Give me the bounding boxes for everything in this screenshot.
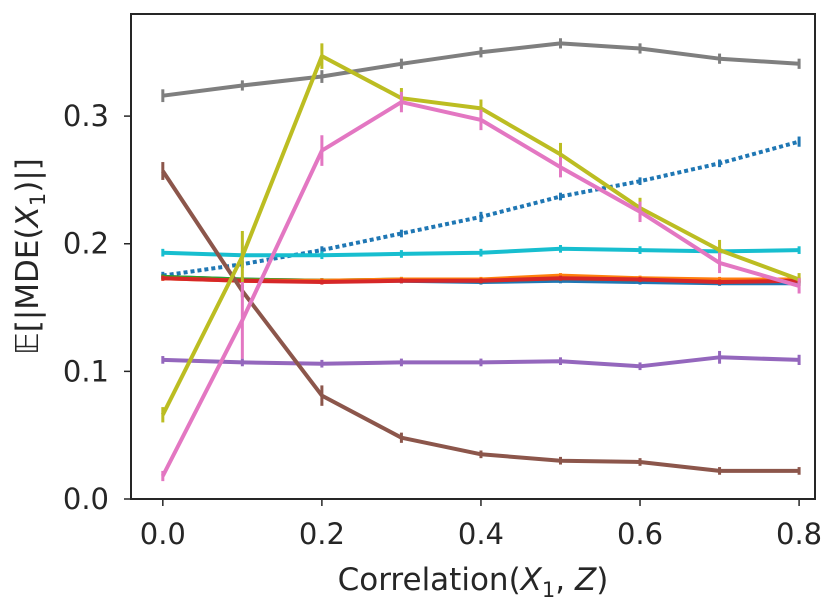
y-axis-label: 𝔼[|MDE(X1)|] [10, 158, 50, 355]
y-tick-label: 0.2 [63, 227, 109, 261]
x-tick-label: 0.2 [299, 517, 345, 551]
x-axis-label-suffix: ) [596, 562, 608, 598]
x-axis-label-sep: , [555, 562, 575, 598]
x-tick-label: 0.0 [140, 517, 186, 551]
y-axis-label-subscript: 1 [26, 193, 50, 206]
plot-frame [130, 13, 816, 500]
x-axis-label-prefix: Correlation( [338, 562, 521, 598]
x-axis-label-subscript: 1 [542, 578, 555, 602]
series-pink [161, 91, 801, 482]
y-axis-label-prefix: 𝔼[|MDE( [10, 227, 46, 354]
series-blue-dotted [161, 136, 801, 280]
y-axis-label-suffix: )|] [10, 158, 46, 193]
series-gray [161, 38, 801, 103]
x-tick-label: 0.8 [776, 517, 822, 551]
axis-ticks: 0.0 0.2 0.4 0.6 0.8 0.0 0.1 0.2 0.3 [63, 99, 822, 551]
plot-marks [161, 38, 801, 482]
series-red [161, 275, 801, 285]
series-line [161, 100, 800, 477]
y-tick-label: 0.0 [63, 482, 109, 516]
x-axis-label-var2: Z [574, 562, 597, 598]
x-axis-label: Correlation(X1, Z) [338, 562, 609, 602]
series-brown [161, 162, 801, 475]
x-tick-label: 0.6 [617, 517, 663, 551]
series-purple [161, 350, 801, 371]
y-tick-label: 0.1 [63, 354, 109, 388]
x-axis-label-var: X [519, 562, 543, 598]
x-tick-label: 0.4 [458, 517, 504, 551]
y-axis-label-var: X [10, 205, 46, 229]
y-tick-label: 0.3 [63, 99, 109, 133]
